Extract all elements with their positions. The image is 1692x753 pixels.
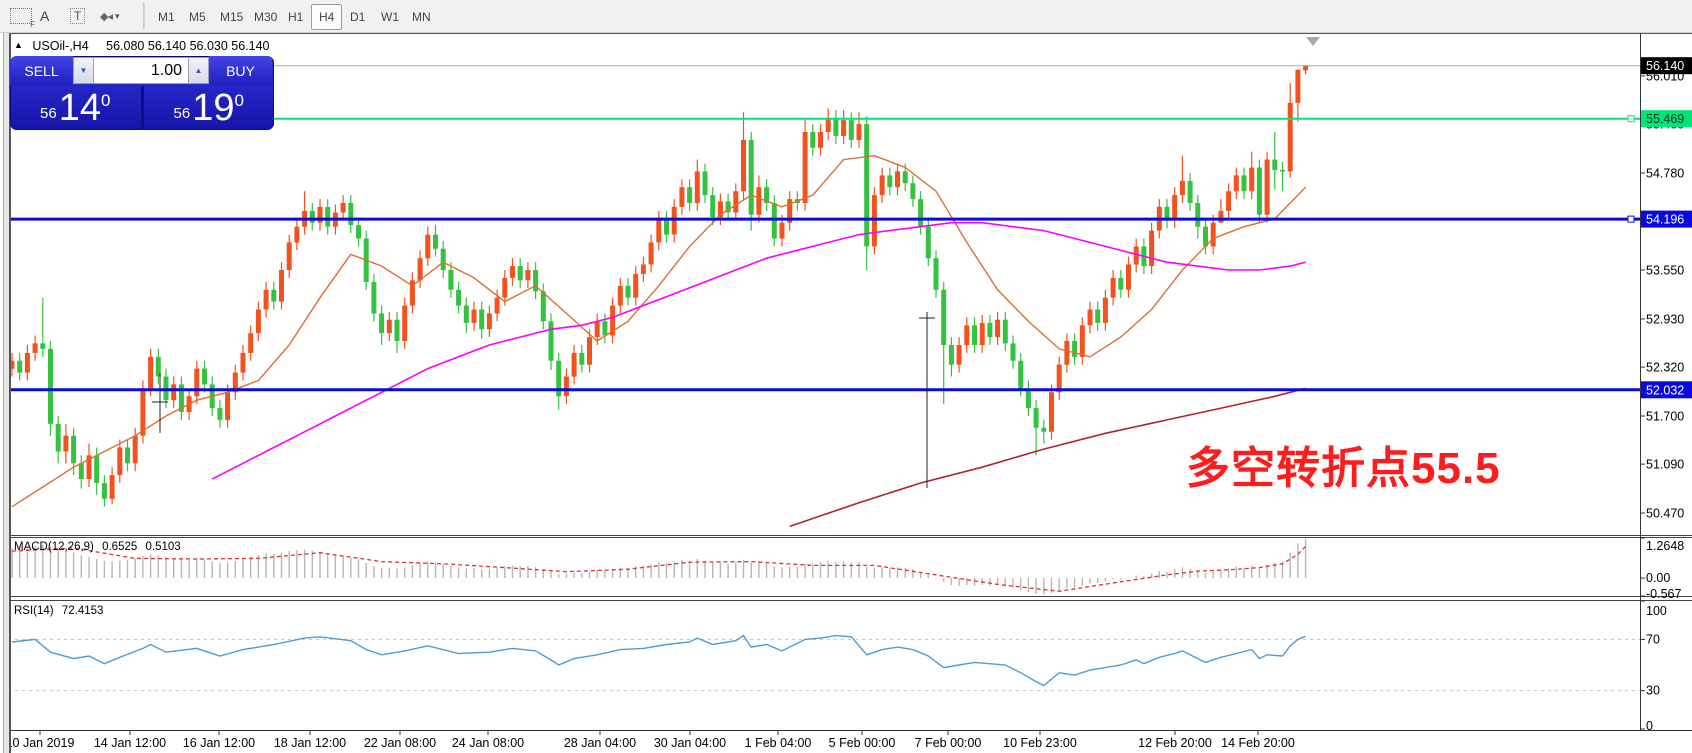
macd-label: MACD(12,26,9) 0.6525 0.5103 <box>14 541 186 553</box>
svg-text:53.550: 53.550 <box>1646 264 1684 278</box>
price-tags: 56.140 55.469 54.196 52.032 <box>1641 57 1692 399</box>
rsi-value: 72.4153 <box>61 605 104 617</box>
scroll-marker-icon <box>1306 37 1320 46</box>
buy-price-prefix: 56 <box>173 104 191 122</box>
svg-text:51.090: 51.090 <box>1646 458 1684 472</box>
timeframe-mn-button[interactable]: MN <box>412 10 431 24</box>
rsi-name: RSI(14) <box>14 605 54 617</box>
ohlc-values: 56.080 56.140 56.030 56.140 <box>106 39 270 53</box>
label-tool-button[interactable]: A <box>40 4 49 28</box>
buy-price-sup: 0 <box>234 91 244 110</box>
indicator-grid-tool-button[interactable] <box>10 4 35 29</box>
svg-text:54.780: 54.780 <box>1646 167 1684 181</box>
volume-decrease-button[interactable]: ▼ <box>73 57 94 84</box>
volume-increase-button[interactable]: ▲ <box>188 57 209 84</box>
time-axis: 10 Jan 2019 14 Jan 12:00 16 Jan 12:00 18 Ja… <box>6 730 1295 750</box>
buy-button[interactable]: BUY <box>209 56 272 85</box>
svg-text:100: 100 <box>1646 604 1667 618</box>
svg-text:1 Feb 04:00: 1 Feb 04:00 <box>745 736 812 750</box>
svg-text:14 Jan 12:00: 14 Jan 12:00 <box>94 736 166 750</box>
text-t-icon: T <box>70 8 86 24</box>
buy-price-display[interactable]: 56 19 0 <box>144 86 275 130</box>
svg-text:55.469: 55.469 <box>1646 112 1684 126</box>
svg-text:10 Jan 2019: 10 Jan 2019 <box>6 736 75 750</box>
svg-text:-0.567: -0.567 <box>1646 587 1681 601</box>
shapes-icon: ◆◂ <box>100 10 113 23</box>
svg-text:51.700: 51.700 <box>1646 410 1684 424</box>
one-click-trading-panel: SELL ▼ 1.00 ▲ BUY 56 14 0 56 19 0 <box>10 56 274 130</box>
macd-signal-value: 0.5103 <box>145 541 181 553</box>
timeframe-d1-button[interactable]: D1 <box>350 10 366 24</box>
chart-title: ▲ USOil-,H4 56.080 56.140 56.030 56.140 <box>14 39 270 53</box>
horizontal-level-lines <box>8 115 1640 392</box>
grid-f-icon <box>10 8 35 29</box>
svg-text:28 Jan 04:00: 28 Jan 04:00 <box>564 736 636 750</box>
sell-price-prefix: 56 <box>40 104 57 122</box>
window-left-edge <box>3 33 11 753</box>
moving-averages <box>11 154 1307 528</box>
svg-text:16 Jan 12:00: 16 Jan 12:00 <box>183 736 255 750</box>
svg-text:52.320: 52.320 <box>1646 361 1684 375</box>
volume-input[interactable]: 1.00 <box>94 57 188 84</box>
symbol-label: USOil-,H4 <box>32 39 89 53</box>
sell-price-big: 14 <box>58 87 101 129</box>
timeframe-m1-button[interactable]: M1 <box>158 10 175 24</box>
chart-canvas[interactable]: 56.01055.40054.78053.55052.93052.32051.7… <box>0 33 1692 753</box>
svg-text:0: 0 <box>1646 719 1653 733</box>
toolbar-separator <box>143 3 145 29</box>
chart-window: 56.01055.40054.78053.55052.93052.32051.7… <box>0 33 1692 753</box>
svg-text:0.00: 0.00 <box>1646 571 1670 585</box>
chevron-down-icon: ▾ <box>114 10 120 21</box>
svg-text:12 Feb 20:00: 12 Feb 20:00 <box>1138 736 1212 750</box>
trade-panel-divider <box>140 86 144 130</box>
svg-text:24 Jan 08:00: 24 Jan 08:00 <box>452 736 524 750</box>
toolbar: A T ◆◂ ▾ M1 M5 M15 M30 H1 H4 D1 W1 MN <box>0 0 1692 33</box>
buy-price-big: 19 <box>192 87 235 129</box>
timeframe-h4-button[interactable]: H4 <box>311 4 343 30</box>
svg-text:7 Feb 00:00: 7 Feb 00:00 <box>915 736 982 750</box>
candles <box>9 65 1309 507</box>
svg-text:70: 70 <box>1646 632 1660 646</box>
timeframe-m30-button[interactable]: M30 <box>254 10 278 24</box>
timeframe-m15-button[interactable]: M15 <box>220 10 244 24</box>
macd-histogram <box>11 538 1307 595</box>
svg-text:18 Jan 12:00: 18 Jan 12:00 <box>274 736 346 750</box>
sell-price-display[interactable]: 56 14 0 <box>10 86 141 130</box>
cross-marks <box>152 312 935 488</box>
svg-text:56.140: 56.140 <box>1646 59 1684 73</box>
rsi-label: RSI(14) 72.4153 <box>14 605 108 617</box>
svg-text:1.2648: 1.2648 <box>1646 539 1684 553</box>
svg-text:52.930: 52.930 <box>1646 313 1684 327</box>
sell-button[interactable]: SELL <box>10 56 73 85</box>
macd-main-value: 0.6525 <box>102 541 138 553</box>
label-a-icon: A <box>40 8 50 24</box>
svg-text:22 Jan 08:00: 22 Jan 08:00 <box>364 736 436 750</box>
svg-text:52.032: 52.032 <box>1646 383 1684 397</box>
rsi-line <box>11 634 1306 687</box>
svg-text:30 Jan 04:00: 30 Jan 04:00 <box>654 736 726 750</box>
annotation-text: 多空转折点55.5 <box>1186 444 1501 493</box>
svg-text:14 Feb 20:00: 14 Feb 20:00 <box>1221 736 1295 750</box>
timeframe-m5-button[interactable]: M5 <box>189 10 206 24</box>
svg-text:10 Feb 23:00: 10 Feb 23:00 <box>1003 736 1077 750</box>
macd-name: MACD(12,26,9) <box>14 541 94 553</box>
svg-text:5 Feb 00:00: 5 Feb 00:00 <box>829 736 896 750</box>
svg-text:54.196: 54.196 <box>1646 213 1684 227</box>
price-axis: 56.01055.40054.78053.55052.93052.32051.7… <box>1640 70 1684 733</box>
timeframe-w1-button[interactable]: W1 <box>381 10 399 24</box>
sell-price-sup: 0 <box>101 91 111 110</box>
timeframe-h1-button[interactable]: H1 <box>288 10 304 24</box>
shapes-tool-button[interactable]: ◆◂ ▾ <box>100 4 120 28</box>
text-tool-button[interactable]: T <box>70 4 86 28</box>
collapse-triangle-icon[interactable]: ▲ <box>14 40 23 50</box>
svg-text:30: 30 <box>1646 684 1660 698</box>
svg-text:50.470: 50.470 <box>1646 507 1684 521</box>
macd-signal-line <box>11 545 1307 592</box>
